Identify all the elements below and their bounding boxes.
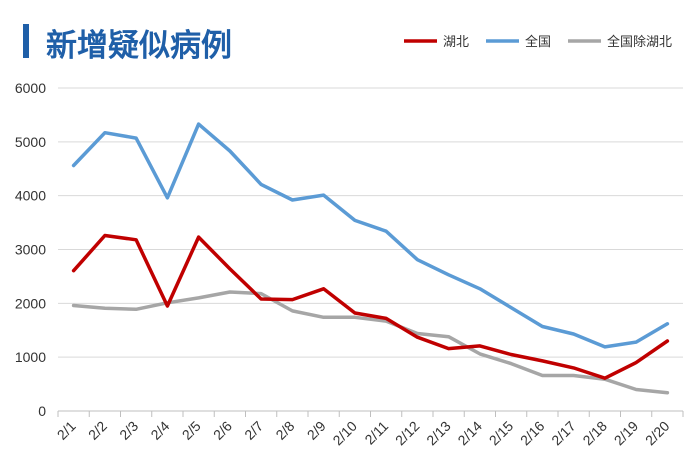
x-tick-label-2-18: 2/18 [579,418,610,449]
y-tick-label-3000: 3000 [15,242,46,258]
chart-title: 新增疑似病例 [46,28,232,64]
y-axis: 0 1000 2000 3000 4000 5000 6000 [15,80,46,419]
y-tick-label-5000: 5000 [15,134,46,150]
legend-label-hubei: 湖北 [443,35,469,50]
x-tick-label-2-14: 2/14 [454,418,485,449]
x-tick-label-2-11: 2/11 [361,418,391,448]
y-tick-label-2000: 2000 [15,295,46,311]
legend-label-national: 全国 [525,34,551,50]
x-tick-label-2-16: 2/16 [517,418,548,449]
x-axis: 2/1 2/2 2/3 2/4 2/5 2/6 2/7 2/8 2/9 2/10 2/11 2/12 2… [54,410,684,449]
title-accent-bar [23,24,29,58]
x-tick-label-2-10: 2/10 [329,418,360,449]
legend: 湖北 全国 全国除湖北 [404,34,672,50]
series-line-hubei [71,233,670,380]
x-tick-label-2-17: 2/17 [548,418,579,449]
x-tick-label-2-4: 2/4 [147,418,172,443]
x-tick-label-2-7: 2/7 [241,418,266,443]
x-tick-label-2-13: 2/13 [423,418,454,449]
x-tick-label-2-2: 2/2 [85,418,110,443]
x-tick-label-2-15: 2/15 [486,418,517,449]
series-line-national [71,122,670,349]
x-tick-label-2-6: 2/6 [210,418,235,443]
legend-label-excl-hubei: 全国除湖北 [607,34,672,50]
x-tick-label-2-8: 2/8 [272,418,297,443]
y-tick-label-4000: 4000 [15,188,46,204]
x-tick-label-2-3: 2/3 [116,418,141,443]
y-tick-label-6000: 6000 [15,80,46,96]
y-tick-label-0: 0 [38,403,46,419]
y-tick-label-1000: 1000 [15,349,46,365]
series-line-excl-hubei [71,290,670,395]
x-tick-label-2-5: 2/5 [179,418,204,443]
x-tick-label-2-1: 2/1 [54,418,79,443]
x-tick-label-2-19: 2/19 [611,418,642,449]
x-tick-label-2-12: 2/12 [392,418,423,449]
series-lines [71,122,670,395]
x-tick-label-2-9: 2/9 [304,418,329,443]
x-tick-label-2-20: 2/20 [642,418,673,449]
